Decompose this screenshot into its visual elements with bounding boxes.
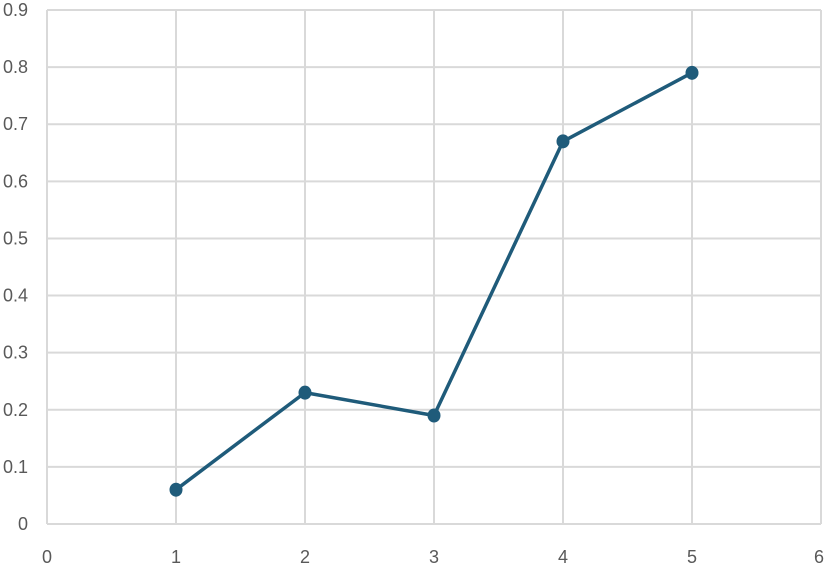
data-point [685,65,699,80]
x-tick-label: 1 [171,547,181,566]
grid [46,9,822,525]
x-tick-label: 0 [42,547,52,566]
data-point [298,385,312,400]
y-tick-label: 0.3 [3,343,28,363]
y-tick-label: 0.6 [3,171,28,191]
x-tick-label: 4 [558,547,568,566]
x-tick-label: 2 [300,547,310,566]
data-point [169,482,183,497]
y-tick-label: 0.4 [3,286,28,306]
y-tick-label: 0.7 [3,114,28,134]
y-axis-tick-labels: 0 0.1 0.2 0.3 0.4 0.5 0.6 0.7 0.8 0.9 [3,0,28,534]
x-tick-label: 5 [687,547,697,566]
data-series [169,65,699,497]
x-tick-label: 6 [814,547,824,566]
x-tick-label: 3 [429,547,439,566]
y-tick-label: 0 [18,514,28,534]
y-tick-label: 0.1 [3,457,28,477]
y-tick-label: 0.2 [3,400,28,420]
y-tick-label: 0.9 [3,0,28,20]
y-tick-label: 0.8 [3,57,28,77]
data-point [427,408,441,423]
y-tick-label: 0.5 [3,228,28,248]
data-point [556,134,570,149]
x-axis-tick-labels: 0 1 2 3 4 5 6 [42,547,824,566]
